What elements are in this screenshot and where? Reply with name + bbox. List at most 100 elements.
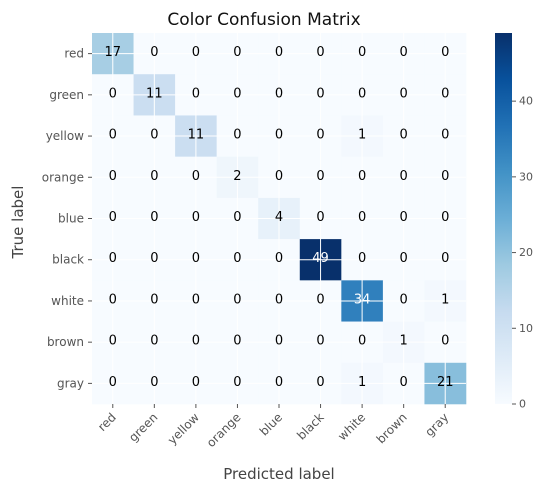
x-tick-label: green — [126, 410, 160, 444]
cell-value-label: 0 — [316, 86, 324, 101]
cell-value-label: 0 — [109, 334, 117, 349]
x-axis-label: Predicted label — [223, 465, 334, 483]
cell-value-label: 0 — [400, 45, 408, 60]
cell-value-label: 0 — [233, 292, 241, 307]
y-tick-label: yellow — [46, 129, 84, 143]
cell-value-label: 1 — [358, 375, 366, 390]
x-tick-label: blue — [257, 410, 285, 438]
cell-value-label: 0 — [150, 210, 158, 225]
cell-value-label: 0 — [192, 169, 200, 184]
cell-value-label: 0 — [275, 45, 283, 60]
x-tick-labels: red green yellow orange blue black white brown g… — [95, 404, 451, 450]
cell-value-label: 21 — [437, 375, 454, 390]
cell-value-label: 0 — [316, 292, 324, 307]
cell-value-label: 0 — [441, 251, 449, 266]
cell-value-label: 17 — [105, 45, 122, 60]
cell-value-label: 0 — [192, 210, 200, 225]
y-tick-label: green — [49, 88, 84, 102]
cell-value-label: 0 — [109, 251, 117, 266]
cell-value-label: 0 — [358, 169, 366, 184]
cell-value-label: 11 — [146, 86, 163, 101]
cell-value-label: 0 — [316, 45, 324, 60]
cell-value-label: 0 — [192, 334, 200, 349]
x-tick-label: white — [335, 410, 368, 443]
cell-value-label: 0 — [192, 86, 200, 101]
x-tick-label: gray — [422, 410, 451, 439]
cell-value-label: 0 — [109, 292, 117, 307]
cell-value-label: 0 — [275, 251, 283, 266]
cell-value-label: 0 — [275, 292, 283, 307]
cell-value-label: 0 — [358, 251, 366, 266]
heatmap-area: 17 0 0 0 0 0 0 0 00 11 0 0 0 0 0 0 00 0 11 0 0 0 1 0 00 0 0 2 0 0 0 0 00… — [92, 33, 467, 405]
cell-value-label: 0 — [400, 210, 408, 225]
cell-value-label: 49 — [312, 251, 329, 266]
cell-value-label: 0 — [150, 251, 158, 266]
cell-value-label: 0 — [441, 334, 449, 349]
cell-value-label: 0 — [233, 86, 241, 101]
cell-value-label: 1 — [400, 334, 408, 349]
cell-value-label: 2 — [233, 169, 241, 184]
cell-value-label: 11 — [188, 128, 205, 143]
cell-value-label: 0 — [441, 45, 449, 60]
cell-value-label: 0 — [109, 169, 117, 184]
cell-value-label: 0 — [192, 292, 200, 307]
y-tick-label: gray — [57, 376, 84, 390]
cell-value-label: 0 — [400, 292, 408, 307]
cell-value-label: 0 — [400, 169, 408, 184]
cell-value-label: 0 — [150, 375, 158, 390]
chart-title: Color Confusion Matrix — [167, 10, 360, 30]
colorbar-gradient — [495, 33, 512, 404]
cell-value-label: 0 — [358, 86, 366, 101]
cell-value-label: 0 — [233, 251, 241, 266]
cell-value-label: 0 — [275, 334, 283, 349]
y-tick-label: black — [52, 253, 84, 267]
cell-value-label: 0 — [192, 375, 200, 390]
cell-value-label: 0 — [233, 210, 241, 225]
cell-value-label: 0 — [400, 375, 408, 390]
colorbar-tick-label: 30 — [519, 170, 533, 183]
cell-value-label: 0 — [275, 128, 283, 143]
y-tick-label: white — [51, 294, 84, 308]
y-tick-labels: red green yellow orange blue black white brown g… — [42, 47, 92, 390]
cell-value-label: 0 — [150, 334, 158, 349]
cell-value-label: 0 — [233, 45, 241, 60]
cell-value-label: 0 — [109, 128, 117, 143]
colorbar-tick-label: 40 — [519, 95, 533, 108]
cell-value-label: 1 — [358, 128, 366, 143]
colorbar-tick-label: 0 — [519, 398, 526, 411]
colorbar-tick-label: 20 — [519, 246, 533, 259]
cell-value-label: 0 — [150, 128, 158, 143]
y-axis-label: True label — [9, 186, 27, 260]
cell-value-label: 0 — [150, 292, 158, 307]
cell-value-label: 1 — [441, 292, 449, 307]
cell-value-label: 0 — [400, 86, 408, 101]
cell-value-label: 0 — [109, 375, 117, 390]
cell-value-label: 0 — [358, 210, 366, 225]
cell-value-label: 0 — [358, 334, 366, 349]
y-tick-label: orange — [42, 170, 84, 184]
cell-value-label: 4 — [275, 210, 283, 225]
y-tick-label: brown — [47, 335, 84, 349]
cell-value-label: 0 — [441, 128, 449, 143]
y-tick-label: red — [64, 47, 84, 61]
x-tick-label: orange — [204, 410, 244, 450]
cell-value-label: 0 — [400, 251, 408, 266]
cell-value-label: 0 — [441, 169, 449, 184]
x-tick-label: yellow — [165, 410, 202, 447]
cell-value-label: 0 — [150, 45, 158, 60]
cell-value-label: 0 — [358, 45, 366, 60]
cell-value-label: 0 — [275, 86, 283, 101]
cell-value-label: 0 — [275, 375, 283, 390]
cell-value-label: 0 — [400, 128, 408, 143]
x-tick-label: red — [95, 410, 119, 434]
colorbar: 0 10 20 30 40 — [495, 33, 533, 411]
cell-value-label: 0 — [109, 86, 117, 101]
cell-value-label: 0 — [316, 128, 324, 143]
cell-value-label: 0 — [441, 210, 449, 225]
cell-value-label: 34 — [354, 292, 371, 307]
cell-value-label: 0 — [192, 45, 200, 60]
cell-value-label: 0 — [275, 169, 283, 184]
x-tick-label: black — [294, 410, 326, 442]
cell-value-label: 0 — [192, 251, 200, 266]
